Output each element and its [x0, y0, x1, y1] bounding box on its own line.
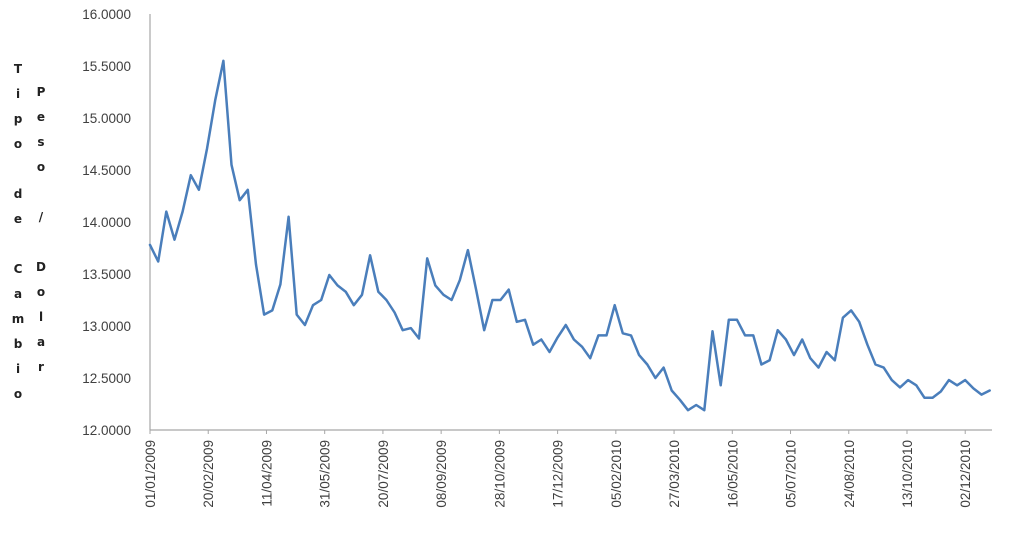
- x-tick-label: 08/09/2009: [434, 440, 449, 508]
- x-tick-label: 31/05/2009: [318, 440, 333, 508]
- y-tick-label: 15.5000: [82, 59, 131, 74]
- y-tick-label: 14.5000: [82, 163, 131, 178]
- x-tick-label: 16/05/2010: [725, 440, 740, 508]
- y-axis-title-line-2: Peso / Dolar: [34, 85, 48, 385]
- y-tick-label: 13.0000: [82, 319, 131, 334]
- x-tick-label: 02/12/2010: [958, 440, 973, 508]
- axes: [149, 14, 992, 431]
- x-tick-label: 20/07/2009: [376, 440, 391, 508]
- x-tick-label: 11/04/2009: [259, 440, 274, 507]
- y-tick-label: 12.5000: [82, 371, 131, 386]
- x-tick-label: 05/02/2010: [609, 440, 624, 508]
- series: [148, 59, 991, 412]
- y-axis-title-line-1: Tipo de Cambio: [11, 62, 25, 412]
- x-tick-label: 24/08/2010: [842, 440, 857, 508]
- y-tick-label: 13.5000: [82, 267, 131, 282]
- y-tick-label: 14.0000: [82, 215, 131, 230]
- y-axis-ticks: 12.0000 12.5000 13.0000 13.5000 14.0000 14.50…: [82, 7, 131, 438]
- x-tick-label: 17/12/2009: [551, 440, 566, 508]
- y-tick-label: 15.0000: [82, 111, 131, 126]
- x-tick-label: 20/02/2009: [201, 440, 216, 508]
- x-tick-label: 27/03/2010: [667, 440, 682, 508]
- series-line: [148, 59, 991, 412]
- x-tick-label: 28/10/2009: [492, 440, 507, 508]
- x-tick-label: 05/07/2010: [784, 440, 799, 508]
- x-tick-label: 01/01/2009: [143, 440, 158, 508]
- y-tick-label: 16.0000: [82, 7, 131, 22]
- x-tick-label: 13/10/2010: [900, 440, 915, 508]
- y-tick-label: 12.0000: [82, 423, 131, 438]
- x-axis-ticks: 01/01/2009 20/02/2009 11/04/2009 31/05/2009…: [143, 430, 973, 508]
